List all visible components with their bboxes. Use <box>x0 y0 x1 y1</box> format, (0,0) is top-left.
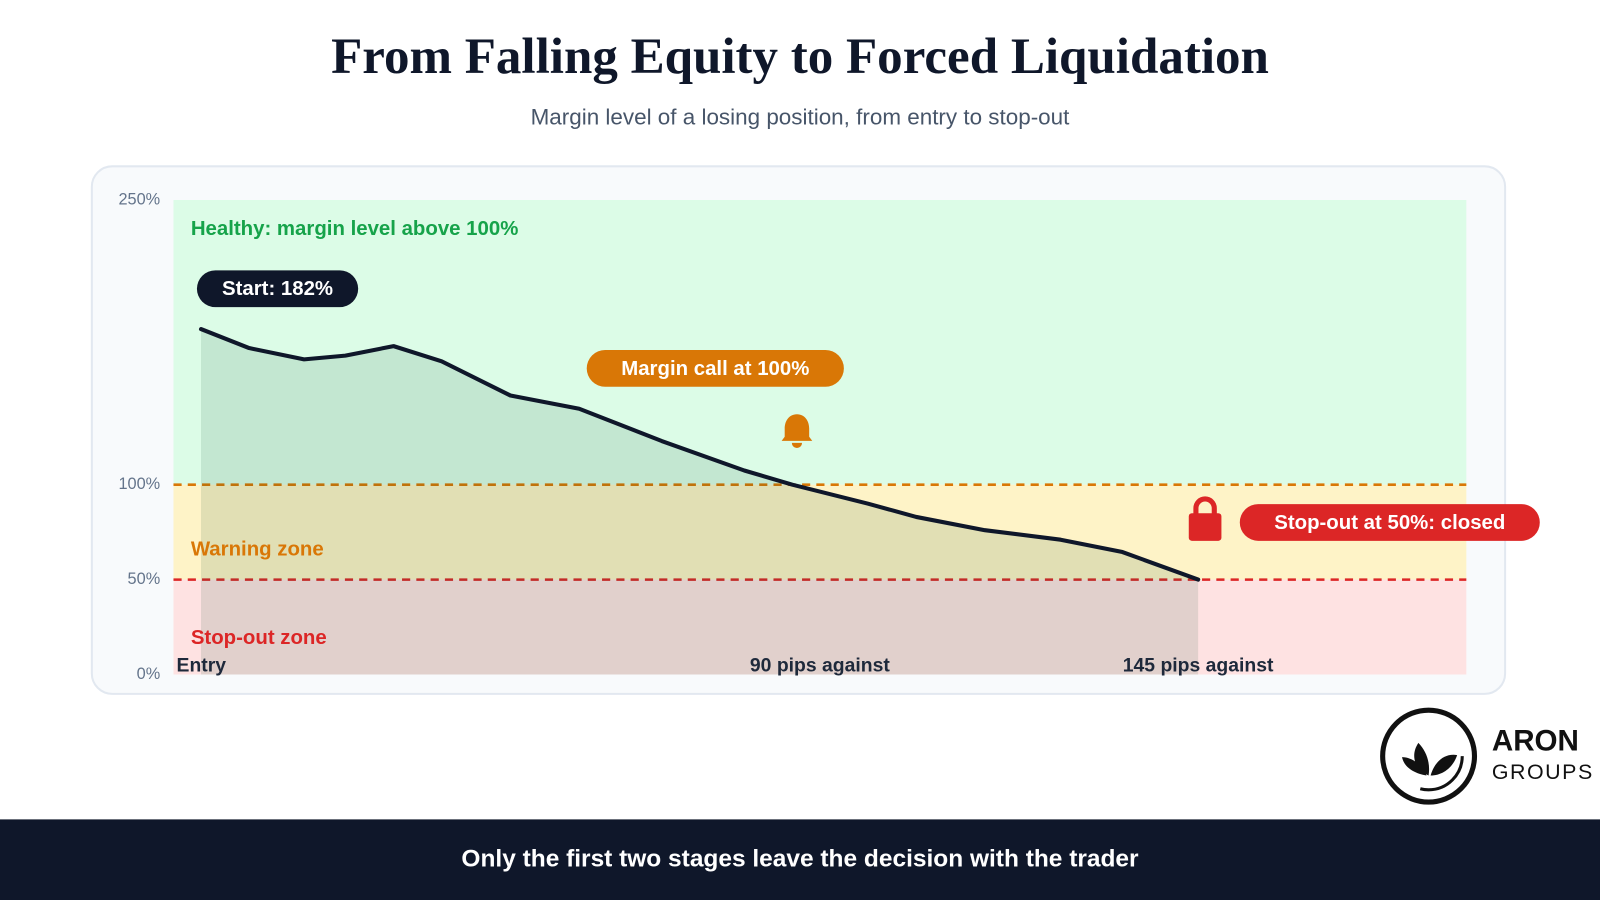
line <box>198 327 1201 582</box>
x-tick-label: 145 pips against <box>1123 654 1274 676</box>
annotation-text: Start: 182% <box>222 278 333 300</box>
annotation-pill <box>196 270 359 308</box>
annotation-text: Margin call at 100% <box>621 358 809 380</box>
area-fill <box>200 329 1199 675</box>
chart-subtitle: Margin level of a losing position, from … <box>531 104 1071 129</box>
lock-body <box>1188 513 1222 541</box>
annotation-pill <box>586 350 844 387</box>
y-tick-label: 250% <box>118 190 160 208</box>
logo-leaves <box>1402 742 1458 776</box>
footer-band <box>0 819 1600 900</box>
footer-text: Only the first two stages leave the deci… <box>461 846 1139 873</box>
brand-name: ARON <box>1492 725 1579 758</box>
zone-label: Warning zone <box>191 538 324 560</box>
bell-icon <box>781 414 813 448</box>
y-tick-label: 100% <box>118 475 160 493</box>
annotation-pill <box>1239 504 1540 541</box>
brand-sub: GROUPS <box>1492 760 1594 784</box>
zone-label: Healthy: margin level above 100% <box>191 218 519 240</box>
zone-band <box>173 200 1467 485</box>
logo-arc <box>1393 720 1464 792</box>
lock-shackle <box>1193 496 1217 516</box>
plot: 0% 50% 100% 250% Healthy: margin level above… <box>118 190 1540 683</box>
logo: ARON GROUPS <box>1380 707 1594 805</box>
chart-title: From Falling Equity to Forced Liquidatio… <box>331 29 1269 85</box>
annotation-text: Stop-out at 50%: closed <box>1274 512 1505 534</box>
icons <box>781 414 1222 541</box>
x-tick-label: 90 pips against <box>750 654 891 676</box>
y-tick-label: 50% <box>128 570 161 588</box>
zone-band <box>173 579 1467 675</box>
y-tick-label: 0% <box>137 665 161 683</box>
x-tick-label: Entry <box>177 654 227 676</box>
zone-label: Stop-out zone <box>191 627 327 649</box>
